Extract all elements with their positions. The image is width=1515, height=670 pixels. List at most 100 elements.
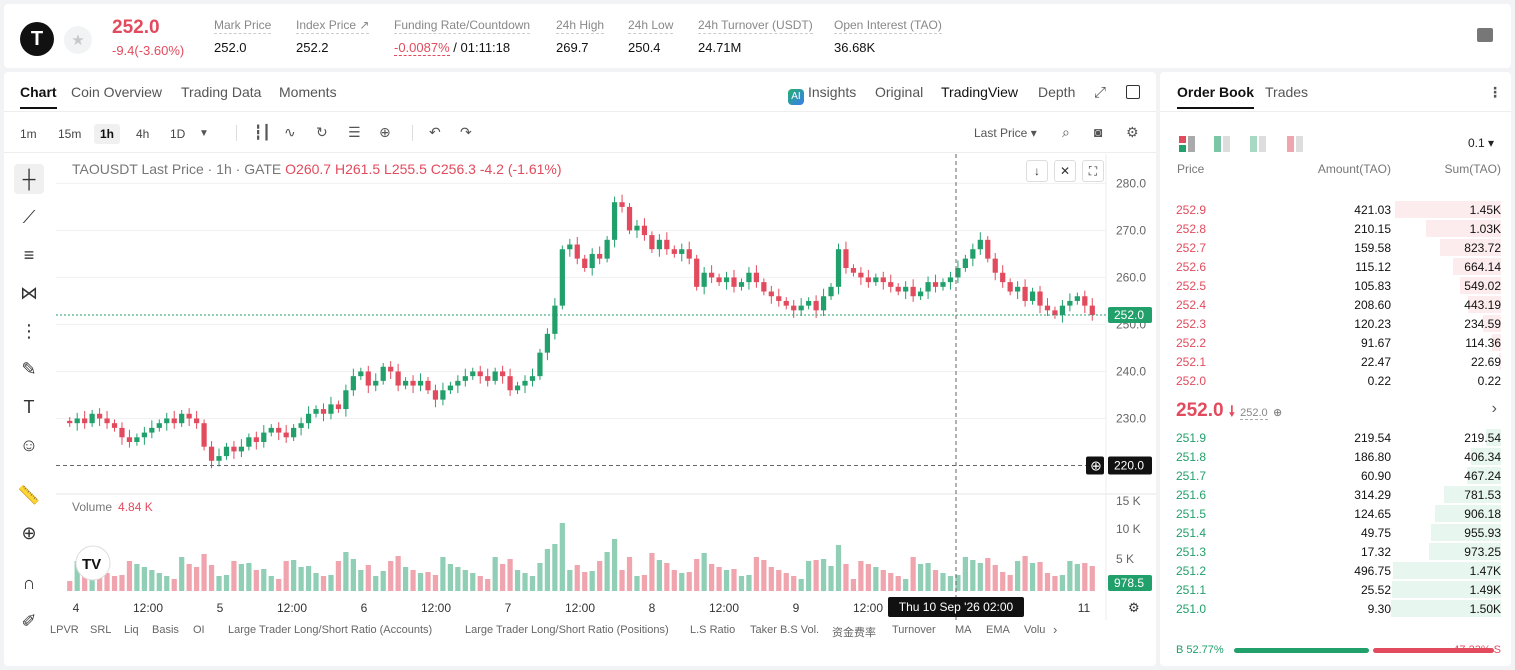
indicator-ma[interactable]: MA xyxy=(955,624,972,636)
bid-price: 251.0 xyxy=(1176,602,1207,616)
bid-amount: 60.90 xyxy=(1360,469,1391,483)
price-type-select[interactable]: Last Price ▾ xyxy=(974,126,1037,140)
horizontal-lines-icon[interactable]: ≡ xyxy=(23,244,35,265)
ask-row[interactable]: 252.7 159.58 823.72 xyxy=(1160,238,1511,257)
tab-trades[interactable]: Trades xyxy=(1265,84,1309,100)
layout-bids-icon[interactable] xyxy=(1214,136,1230,152)
candle-body xyxy=(1089,305,1095,316)
fib-tool-icon[interactable]: ⋮ xyxy=(20,320,38,341)
magnet-icon[interactable]: ∩ xyxy=(22,572,36,593)
view-original[interactable]: Original xyxy=(875,84,924,100)
trendline-tool-icon[interactable]: ⟋ xyxy=(22,206,36,227)
indicator-ema[interactable]: EMA xyxy=(986,624,1010,636)
search-icon[interactable]: ⌕ xyxy=(1062,124,1070,140)
ask-price: 252.1 xyxy=(1176,355,1207,369)
view-tradingview[interactable]: TradingView xyxy=(941,84,1019,100)
layout-bids-only-icon[interactable] xyxy=(1250,136,1266,152)
ask-row[interactable]: 252.3 120.23 234.59 xyxy=(1160,314,1511,333)
candle-body xyxy=(305,413,312,424)
mid-price[interactable]: 252.0 🠗 252.0 ⊕ xyxy=(1176,400,1283,421)
indicators-icon[interactable]: ∿ xyxy=(284,124,296,140)
bid-amount: 49.75 xyxy=(1360,526,1391,540)
brush-tool-icon[interactable]: ✎ xyxy=(21,358,37,379)
scroll-down-icon[interactable]: ↓ xyxy=(1026,160,1048,182)
indicator-volume[interactable]: Volu xyxy=(1024,624,1046,636)
bid-row[interactable]: 251.8 186.80 406.34 xyxy=(1160,447,1511,466)
lock-pencil-icon[interactable]: ✐ xyxy=(21,610,37,631)
bid-row[interactable]: 251.3 17.32 973.25 xyxy=(1160,542,1511,561)
precision-select[interactable]: 0.1 ▾ xyxy=(1468,136,1495,150)
candle-body xyxy=(283,432,289,438)
candle-body xyxy=(552,305,558,334)
ruler-tool-icon[interactable]: 📏 xyxy=(17,484,41,505)
interval-4h[interactable]: 4h xyxy=(136,127,150,141)
book-icon[interactable] xyxy=(1477,28,1493,42)
replay-icon[interactable]: ↻ xyxy=(316,124,328,140)
indicator-ls-ratio[interactable]: L.S Ratio xyxy=(690,624,736,636)
price-chart[interactable]: 280.0 270.0 260.0 250.0 240.0 230.0 252.0 220.0… xyxy=(56,154,1156,666)
zoom-in-icon[interactable]: ⊕ xyxy=(21,522,37,543)
interval-15m[interactable]: 15m xyxy=(58,127,82,141)
settings-icon[interactable]: ⚙ xyxy=(1126,124,1139,140)
layout-both-icon[interactable] xyxy=(1179,136,1195,152)
indicator-ls-accounts[interactable]: Large Trader Long/Short Ratio (Accounts) xyxy=(228,624,433,636)
more-menu-icon[interactable]: ⋮ xyxy=(1488,84,1502,100)
bid-row[interactable]: 251.0 9.30 1.50K xyxy=(1160,599,1511,618)
emoji-tool-icon[interactable]: ☺ xyxy=(19,434,39,455)
bid-row[interactable]: 251.4 49.75 955.93 xyxy=(1160,523,1511,542)
collapse-icon[interactable]: ✕ xyxy=(1054,160,1076,182)
insights-button[interactable]: AI Insights xyxy=(788,84,856,105)
add-alert-icon[interactable]: ⊕ xyxy=(379,124,391,140)
ask-row[interactable]: 252.9 421.03 1.45K xyxy=(1160,200,1511,219)
tab-trading-data[interactable]: Trading Data xyxy=(181,84,262,100)
bid-row[interactable]: 251.2 496.75 1.47K xyxy=(1160,561,1511,580)
indicator-funding-rate[interactable]: 资金费率 xyxy=(832,627,876,639)
candle-type-icon[interactable]: ┇┃ xyxy=(254,124,271,140)
interval-dropdown-icon[interactable]: ▼ xyxy=(199,128,209,139)
templates-icon[interactable]: ☰ xyxy=(348,124,361,140)
bid-row[interactable]: 251.7 60.90 467.24 xyxy=(1160,466,1511,485)
ask-row[interactable]: 252.5 105.83 549.02 xyxy=(1160,276,1511,295)
stat-index-price[interactable]: Index Price ↗ 252.2 xyxy=(296,18,370,55)
indicator-next-icon[interactable]: › xyxy=(1053,622,1058,637)
bid-row[interactable]: 251.5 124.65 906.18 xyxy=(1160,504,1511,523)
indicator-liq[interactable]: Liq xyxy=(124,624,139,636)
indicator-oi[interactable]: OI xyxy=(193,624,205,636)
indicator-lpvr[interactable]: LPVR xyxy=(50,624,79,636)
indicator-taker-vol[interactable]: Taker B.S Vol. xyxy=(750,624,820,636)
camera-icon[interactable]: ◙ xyxy=(1094,124,1103,140)
interval-1d[interactable]: 1D xyxy=(170,127,186,141)
candlestick-chart-svg[interactable]: 280.0270.0260.0250.0240.0230.0252.0220.0… xyxy=(56,154,1156,620)
pattern-tool-icon[interactable]: ⋈ xyxy=(20,282,38,303)
interval-1m[interactable]: 1m xyxy=(20,127,37,141)
indicator-srl[interactable]: SRL xyxy=(90,624,112,636)
ask-row[interactable]: 252.4 208.60 443.19 xyxy=(1160,295,1511,314)
crosshair-tool-icon[interactable]: ┼ xyxy=(14,164,44,194)
ask-row[interactable]: 252.0 0.22 0.22 xyxy=(1160,371,1511,390)
redo-icon[interactable]: ↷ xyxy=(460,124,472,140)
bid-row[interactable]: 251.1 25.52 1.49K xyxy=(1160,580,1511,599)
fullscreen-icon[interactable]: ⛶ xyxy=(1082,160,1104,182)
tab-moments[interactable]: Moments xyxy=(279,84,337,100)
undo-icon[interactable]: ↶ xyxy=(429,124,441,140)
bid-row[interactable]: 251.6 314.29 781.53 xyxy=(1160,485,1511,504)
ask-row[interactable]: 252.6 115.12 664.14 xyxy=(1160,257,1511,276)
ask-row[interactable]: 252.8 210.15 1.03K xyxy=(1160,219,1511,238)
indicator-turnover[interactable]: Turnover xyxy=(892,624,936,636)
interval-1h[interactable]: 1h xyxy=(94,124,121,144)
tab-coin-overview[interactable]: Coin Overview xyxy=(71,84,163,100)
tab-chart[interactable]: Chart xyxy=(20,84,57,109)
indicator-basis[interactable]: Basis xyxy=(152,624,179,636)
window-icon[interactable] xyxy=(1126,85,1140,99)
favorite-star-icon[interactable]: ★ xyxy=(64,26,92,54)
indicator-ls-positions[interactable]: Large Trader Long/Short Ratio (Positions… xyxy=(465,624,669,636)
text-tool-icon[interactable]: T xyxy=(23,396,35,417)
tab-order-book[interactable]: Order Book xyxy=(1177,84,1255,109)
ask-row[interactable]: 252.1 22.47 22.69 xyxy=(1160,352,1511,371)
chevron-right-icon[interactable]: › xyxy=(1491,400,1497,417)
ask-row[interactable]: 252.2 91.67 114.36 xyxy=(1160,333,1511,352)
layout-asks-icon[interactable] xyxy=(1287,136,1303,152)
view-depth[interactable]: Depth xyxy=(1038,84,1076,100)
bid-row[interactable]: 251.9 219.54 219.54 xyxy=(1160,428,1511,447)
expand-icon[interactable]: ⤢ xyxy=(1094,84,1107,101)
